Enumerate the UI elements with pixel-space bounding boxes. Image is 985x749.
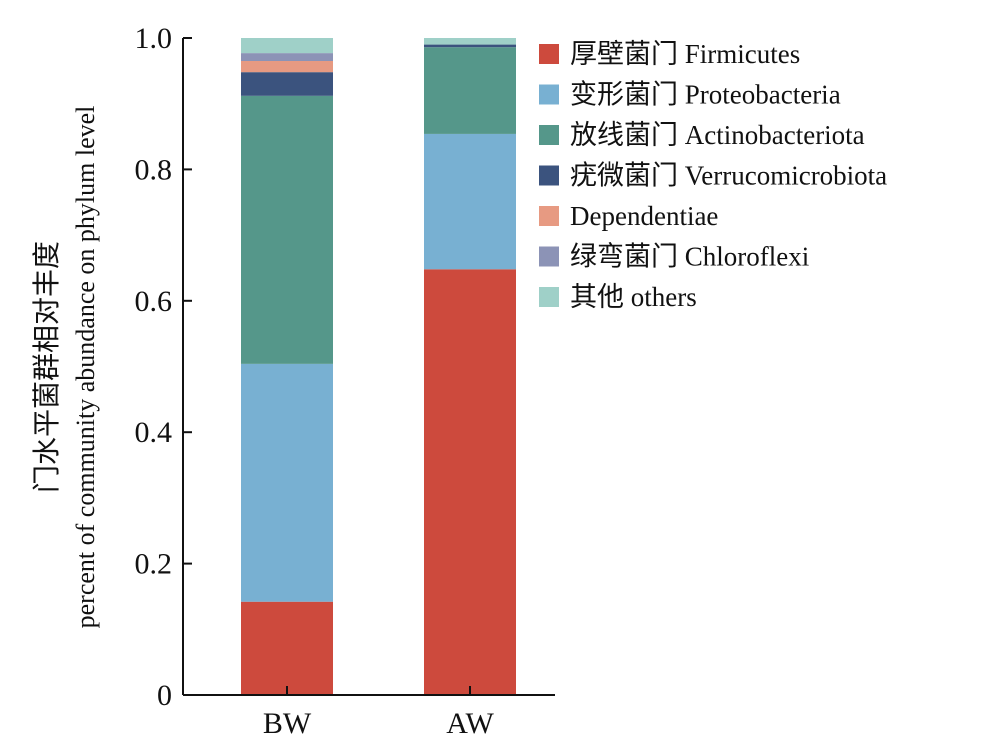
legend-label: 绿弯菌门 Chloroflexi: [570, 242, 809, 272]
y-tick-label: 0.6: [135, 285, 173, 318]
axes-group: [182, 38, 555, 696]
legend-swatch: [539, 125, 559, 145]
y-ticks-group: 0 0.2 0.4 0.6 0.8 1.0: [135, 22, 192, 712]
y-tick-label: 0.8: [135, 153, 173, 186]
legend-label: 放线菌门 Actinobacteriota: [570, 120, 865, 150]
legend-swatch: [539, 287, 559, 307]
bar-segment-bw-2: [241, 95, 333, 364]
legend-label: 厚壁菌门 Firmicutes: [570, 39, 800, 69]
y-tick-label: 0.2: [135, 548, 173, 581]
bar-segment-aw-2: [424, 47, 516, 134]
legend-swatch: [539, 246, 559, 267]
legend-swatch: [539, 165, 559, 186]
legend-label: 变形菌门 Proteobacteria: [570, 80, 841, 110]
bar-segment-aw-0: [424, 269, 516, 695]
y-tick-label: 0.4: [135, 416, 173, 449]
x-tick-label: BW: [263, 707, 312, 740]
x-ticks-group: BW AW: [263, 686, 494, 740]
bars-group: [241, 38, 516, 695]
legend-swatch: [539, 84, 559, 105]
legend-swatch: [539, 44, 559, 64]
legend-swatch: [539, 206, 559, 226]
y-tick-label: 0: [157, 679, 172, 712]
y-axis-label-english: percent of community abundance on phylum…: [71, 106, 100, 629]
x-tick-label: AW: [446, 707, 494, 740]
bar-segment-bw-3: [241, 72, 333, 96]
bar-segment-bw-1: [241, 363, 333, 602]
legend-label: Dependentiae: [570, 201, 718, 231]
y-tick-label: 1.0: [135, 22, 173, 55]
bar-segment-bw-4: [241, 60, 333, 73]
bar-segment-bw-0: [241, 601, 333, 695]
y-axis-label-chinese: 门水平菌群相对丰度: [31, 241, 63, 493]
bar-segment-aw-1: [424, 133, 516, 270]
legend-label: 其他 others: [570, 282, 697, 312]
bar-segment-bw-5: [241, 53, 333, 61]
legend: 厚壁菌门 Firmicutes 变形菌门 Proteobacteria 放线菌门 A…: [539, 39, 887, 312]
legend-label: 疣微菌门 Verrucomicrobiota: [570, 161, 887, 191]
bar-segment-bw-6: [241, 38, 333, 54]
bar-segment-aw-3: [424, 44, 516, 48]
bar-segment-aw-6: [424, 38, 516, 45]
